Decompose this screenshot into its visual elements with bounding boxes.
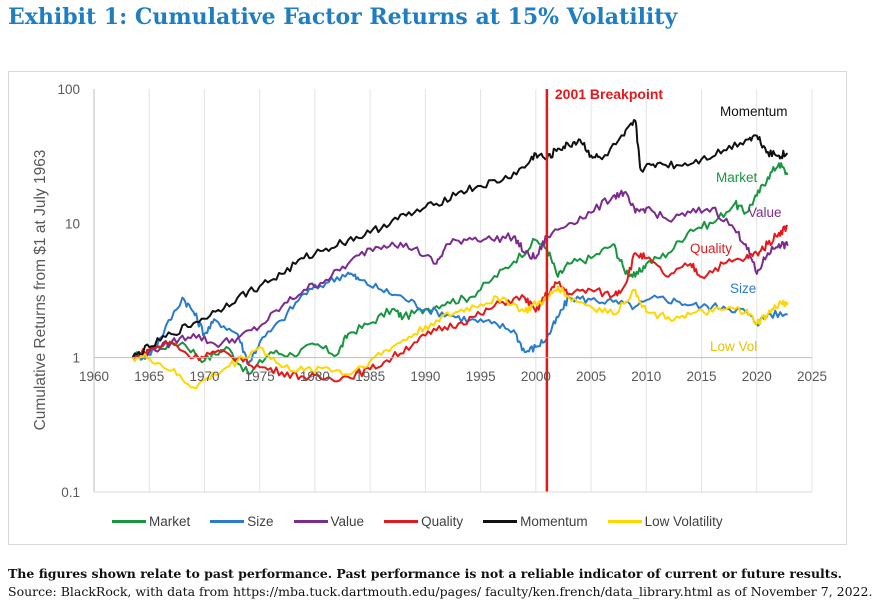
x-tick-label: 2005 (576, 369, 606, 384)
x-tick-label: 1995 (466, 369, 496, 384)
x-tick-label: 2000 (521, 369, 551, 384)
legend-swatch (384, 520, 419, 523)
chart-labels: 1960 1965 1970 1975 1980 1985 1990 1995 2000 2005… (32, 82, 827, 500)
legend-label: Momentum (520, 514, 588, 529)
series-label-low-volatility: Low Vol (710, 339, 757, 354)
x-tick-label: 1960 (79, 369, 109, 384)
disclaimer-text: The figures shown relate to past perform… (8, 566, 842, 581)
series-label-quality: Quality (690, 241, 732, 256)
source-text: Source: BlackRock, with data from https:… (8, 584, 873, 599)
series-line-low-volatility (131, 285, 789, 390)
chart-lines (131, 89, 789, 492)
x-tick-label: 2010 (631, 369, 661, 384)
x-tick-label: 2020 (742, 369, 772, 384)
legend-label: Low Volatility (644, 514, 723, 529)
series-label-size: Size (730, 281, 756, 296)
legend-item: Value (293, 514, 365, 529)
series-label-momentum: Momentum (720, 104, 788, 119)
y-tick-label: 1 (72, 351, 80, 366)
x-tick-label: 1985 (355, 369, 385, 384)
chart-legend: Market Size Value Quality Momentum Low Volati… (112, 514, 743, 529)
x-tick-label: 1990 (410, 369, 440, 384)
x-tick-label: 2025 (797, 369, 827, 384)
x-tick-label: 1975 (245, 369, 275, 384)
legend-label: Value (330, 514, 365, 529)
legend-label: Market (149, 514, 191, 529)
y-axis-label: Cumulative Returns from $1 at July 1963 (32, 150, 49, 431)
x-tick-label: 2015 (687, 369, 717, 384)
legend-label: Size (247, 514, 274, 529)
breakpoint-label: 2001 Breakpoint (555, 86, 663, 102)
legend-item: Momentum (483, 514, 588, 529)
x-tick-label: 1970 (189, 369, 219, 384)
y-tick-label: 0.1 (61, 485, 80, 500)
series-line-market (131, 162, 789, 376)
cumulative-returns-chart: 1960 1965 1970 1975 1980 1985 1990 1995 2000 2005… (32, 82, 827, 500)
y-tick-label: 100 (57, 82, 80, 97)
y-tick-label: 10 (65, 216, 80, 231)
legend-item: Market (112, 514, 190, 529)
x-tick-label: 1980 (300, 369, 330, 384)
x-tick-label: 1965 (134, 369, 164, 384)
legend-swatch (483, 520, 518, 523)
series-label-market: Market (716, 170, 758, 185)
series-line-size (131, 271, 788, 365)
series-line-momentum (131, 119, 788, 359)
legend-swatch (293, 520, 328, 523)
legend-item: Size (210, 514, 274, 529)
chart-axes (93, 89, 812, 493)
chart-frame (8, 71, 847, 545)
legend-item: Low Volatility (607, 514, 723, 529)
legend-swatch (210, 520, 245, 523)
legend-swatch (607, 520, 642, 523)
legend-swatch (112, 520, 146, 523)
page-title: Exhibit 1: Cumulative Factor Returns at … (8, 4, 678, 30)
chart-grid (93, 89, 813, 492)
legend-item: Quality (384, 514, 463, 529)
legend-label: Quality (421, 514, 464, 529)
series-label-value: Value (748, 205, 782, 220)
series-line-quality (132, 224, 789, 383)
series-line-value (132, 189, 789, 360)
